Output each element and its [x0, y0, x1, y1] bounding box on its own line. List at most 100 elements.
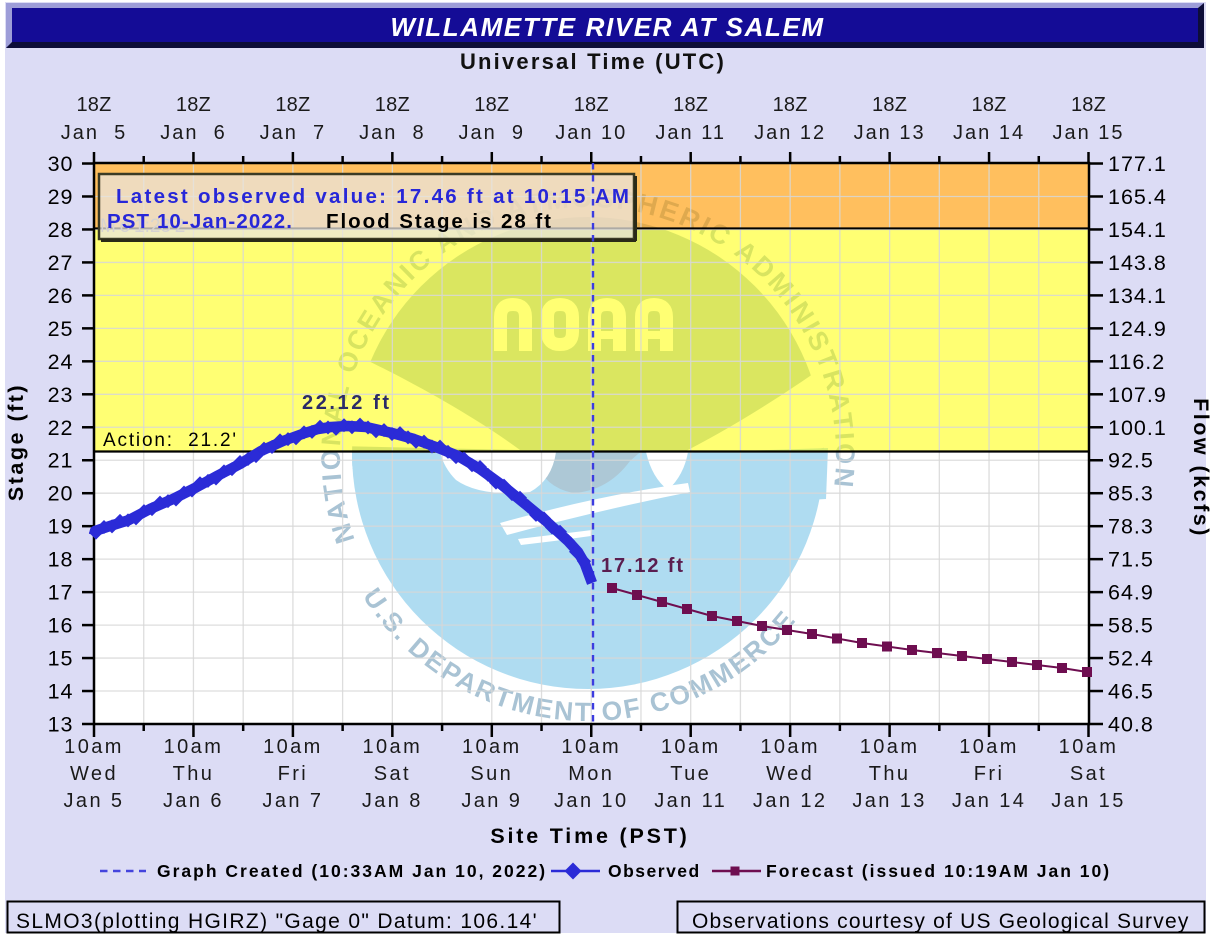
svg-text:Wed: Wed	[766, 763, 814, 785]
svg-text:Jan 15: Jan 15	[1052, 122, 1124, 144]
svg-text:Fri: Fri	[278, 763, 309, 785]
svg-text:19: 19	[48, 515, 74, 539]
svg-text:Jan 10: Jan 10	[555, 122, 627, 144]
svg-text:17: 17	[48, 581, 74, 605]
svg-text:Mon: Mon	[568, 763, 614, 785]
svg-text:Observed: Observed	[608, 861, 701, 881]
svg-text:13: 13	[48, 713, 74, 737]
svg-text:143.8: 143.8	[1108, 251, 1167, 275]
svg-text:25: 25	[48, 317, 74, 341]
svg-text:16: 16	[48, 614, 74, 638]
svg-text:Jan 8: Jan 8	[359, 122, 425, 144]
svg-text:18Z: 18Z	[872, 94, 907, 116]
svg-text:100.1: 100.1	[1108, 416, 1167, 440]
svg-text:Sat: Sat	[1070, 763, 1107, 785]
svg-text:10am: 10am	[959, 736, 1019, 758]
svg-text:92.5: 92.5	[1108, 449, 1154, 473]
svg-text:Graph Created (10:33AM Jan 10,: Graph Created (10:33AM Jan 10, 2022)	[157, 861, 547, 881]
svg-text:Jan 8: Jan 8	[362, 790, 423, 812]
svg-text:10am: 10am	[462, 736, 522, 758]
svg-text:124.9: 124.9	[1108, 317, 1167, 341]
svg-text:Jan 6: Jan 6	[163, 790, 224, 812]
svg-text:10am: 10am	[164, 736, 224, 758]
svg-text:Jan 11: Jan 11	[655, 122, 726, 144]
svg-text:165.4: 165.4	[1108, 185, 1167, 209]
svg-text:Stage (ft): Stage (ft)	[4, 383, 28, 501]
svg-text:Jan 15: Jan 15	[1051, 790, 1125, 812]
svg-text:85.3: 85.3	[1108, 482, 1154, 506]
svg-text:Forecast (issued 10:19AM Jan 1: Forecast (issued 10:19AM Jan 10)	[766, 861, 1111, 881]
svg-text:Jan 13: Jan 13	[854, 122, 926, 144]
svg-text:Sat: Sat	[374, 763, 411, 785]
svg-text:177.1: 177.1	[1108, 152, 1167, 176]
svg-text:18Z: 18Z	[76, 94, 111, 116]
svg-text:Jan 5: Jan 5	[64, 790, 125, 812]
svg-text:30: 30	[48, 152, 74, 176]
svg-text:64.9: 64.9	[1108, 581, 1154, 605]
svg-text:Jan 7: Jan 7	[260, 122, 326, 144]
svg-text:Jan 7: Jan 7	[262, 790, 323, 812]
svg-text:Latest observed value: 17.46 f: Latest observed value: 17.46 ft at 10:15…	[116, 185, 629, 208]
svg-text:18Z: 18Z	[375, 94, 410, 116]
svg-text:Observations courtesy of US Ge: Observations courtesy of US Geological S…	[692, 910, 1190, 933]
svg-text:Thu: Thu	[869, 763, 911, 785]
svg-text:Jan 14: Jan 14	[953, 122, 1025, 144]
svg-text:10am: 10am	[64, 736, 124, 758]
svg-text:20: 20	[48, 482, 74, 506]
svg-text:10am: 10am	[561, 736, 621, 758]
svg-text:Jan 12: Jan 12	[753, 790, 827, 812]
svg-text:10am: 10am	[363, 736, 423, 758]
svg-text:10am: 10am	[860, 736, 920, 758]
svg-text:116.2: 116.2	[1108, 350, 1165, 374]
svg-text:14: 14	[48, 680, 74, 704]
svg-text:17.12 ft: 17.12 ft	[601, 555, 683, 577]
svg-text:18Z: 18Z	[972, 94, 1007, 116]
svg-text:22: 22	[48, 416, 74, 440]
svg-text:Jan 6: Jan 6	[160, 122, 226, 144]
svg-text:29: 29	[48, 185, 74, 209]
svg-text:Wed: Wed	[70, 763, 118, 785]
svg-text:18Z: 18Z	[1071, 94, 1106, 116]
svg-text:40.8: 40.8	[1108, 713, 1154, 737]
svg-text:Jan 5: Jan 5	[61, 122, 127, 144]
svg-text:Thu: Thu	[173, 763, 215, 785]
svg-text:21: 21	[48, 449, 74, 473]
svg-text:154.1: 154.1	[1108, 218, 1167, 242]
svg-text:Jan 11: Jan 11	[654, 790, 727, 812]
svg-text:23: 23	[48, 383, 74, 407]
svg-text:18Z: 18Z	[176, 94, 211, 116]
svg-text:Fri: Fri	[974, 763, 1005, 785]
svg-text:10am: 10am	[760, 736, 820, 758]
svg-text:58.5: 58.5	[1108, 614, 1154, 638]
svg-text:Sun: Sun	[470, 763, 513, 785]
svg-text:107.9: 107.9	[1108, 383, 1167, 407]
svg-text:15: 15	[48, 647, 74, 671]
svg-text:SLMO3(plotting HGIRZ) "Gage 0": SLMO3(plotting HGIRZ) "Gage 0" Datum: 10…	[16, 910, 538, 933]
svg-text:18Z: 18Z	[275, 94, 310, 116]
svg-text:Jan 12: Jan 12	[754, 122, 826, 144]
svg-text:18Z: 18Z	[673, 94, 708, 116]
svg-text:Site Time (PST): Site Time (PST)	[490, 824, 689, 848]
svg-text:18Z: 18Z	[474, 94, 509, 116]
svg-text:18Z: 18Z	[574, 94, 609, 116]
svg-text:PST 10-Jan-2022.: PST 10-Jan-2022.	[107, 210, 292, 233]
svg-text:Jan 13: Jan 13	[852, 790, 926, 812]
svg-text:Jan 9: Jan 9	[459, 122, 525, 144]
svg-text:46.5: 46.5	[1108, 680, 1154, 704]
svg-text:Jan 10: Jan 10	[554, 790, 628, 812]
svg-text:26: 26	[48, 284, 74, 308]
svg-text:10am: 10am	[263, 736, 323, 758]
svg-text:134.1: 134.1	[1108, 284, 1167, 308]
svg-text:52.4: 52.4	[1108, 647, 1154, 671]
svg-text:28: 28	[48, 218, 74, 242]
svg-text:10am: 10am	[1059, 736, 1119, 758]
svg-text:Jan 14: Jan 14	[952, 790, 1026, 812]
svg-text:18: 18	[48, 548, 74, 572]
svg-text:Tue: Tue	[670, 763, 711, 785]
svg-text:27: 27	[48, 251, 74, 275]
svg-text:Flow (kcfs): Flow (kcfs)	[1189, 398, 1213, 538]
svg-text:Jan 9: Jan 9	[461, 790, 522, 812]
svg-text:Flood Stage is 28 ft: Flood Stage is 28 ft	[326, 210, 551, 233]
svg-text:18Z: 18Z	[773, 94, 808, 116]
svg-text:Action: 21.2': Action: 21.2'	[103, 430, 236, 451]
